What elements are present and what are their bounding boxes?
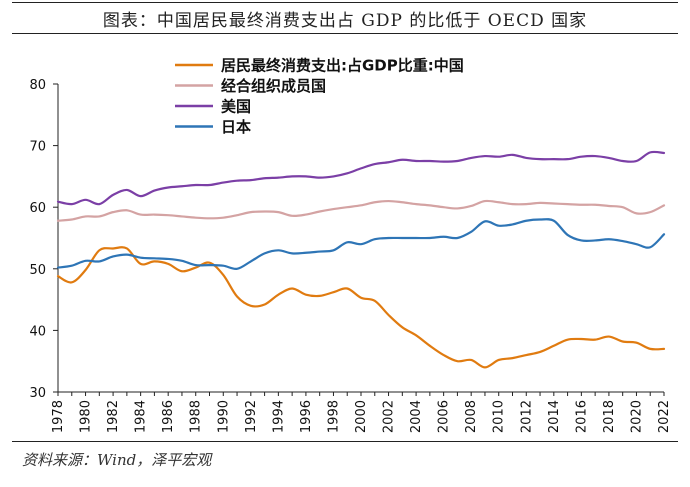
legend-label: 经合组织成员国 (221, 77, 326, 95)
x-tick-label: 1992 (244, 400, 259, 433)
y-tick-label: 30 (29, 386, 46, 401)
source-top-rule (12, 441, 678, 442)
series-line-usa (56, 150, 666, 206)
x-tick-label: 1998 (326, 400, 341, 433)
x-tick-label: 2018 (602, 400, 617, 433)
x-tick-label: 2010 (492, 400, 507, 433)
legend-entry-background (171, 55, 531, 74)
x-tick-label: 2020 (629, 400, 644, 433)
legend-entry-background (171, 75, 531, 95)
x-tick-label: 1990 (216, 400, 231, 433)
legend-label: 美国 (221, 98, 251, 116)
x-tick-label: 1994 (271, 400, 286, 433)
y-tick-label: 50 (29, 263, 46, 278)
y-tick-label: 40 (29, 324, 46, 339)
title-bottom-rule (12, 33, 678, 34)
y-tick-label: 60 (29, 201, 46, 216)
x-tick-label: 1986 (161, 400, 176, 433)
series-line-china (56, 246, 666, 369)
x-tick-label: 2008 (464, 400, 479, 433)
x-tick-label: 2006 (437, 400, 452, 433)
legend-entry-background (171, 116, 531, 136)
x-tick-label: 1980 (79, 400, 94, 433)
legend-label: 居民最终消费支出:占GDP比重:中国 (221, 57, 464, 75)
x-tick-label: 1996 (299, 400, 314, 433)
x-tick-label: 2000 (354, 400, 369, 433)
x-tick-label: 1984 (134, 400, 149, 433)
x-tick-label: 2014 (547, 400, 562, 433)
series-line-japan (56, 218, 666, 270)
x-tick-label: 2002 (382, 400, 397, 433)
legend-entry-background (171, 96, 531, 115)
x-tick-label: 2012 (519, 400, 534, 433)
chart-title: 图表：中国居民最终消费支出占 GDP 的比低于 OECD 国家 (102, 11, 588, 31)
title-top-rule (12, 2, 678, 3)
series-line-oecd (56, 199, 666, 222)
x-tick-label: 1988 (189, 400, 204, 433)
x-tick-label: 2022 (657, 400, 672, 433)
x-tick-label: 1978 (51, 400, 66, 433)
y-tick-label: 70 (29, 140, 46, 155)
y-tick-label: 80 (29, 78, 46, 93)
x-tick-label: 2016 (574, 400, 589, 433)
legend-label: 日本 (221, 118, 251, 136)
source-note: 资料来源：Wind，泽平宏观 (22, 451, 212, 469)
x-tick-label: 2004 (409, 400, 424, 433)
x-tick-label: 1982 (106, 400, 121, 433)
